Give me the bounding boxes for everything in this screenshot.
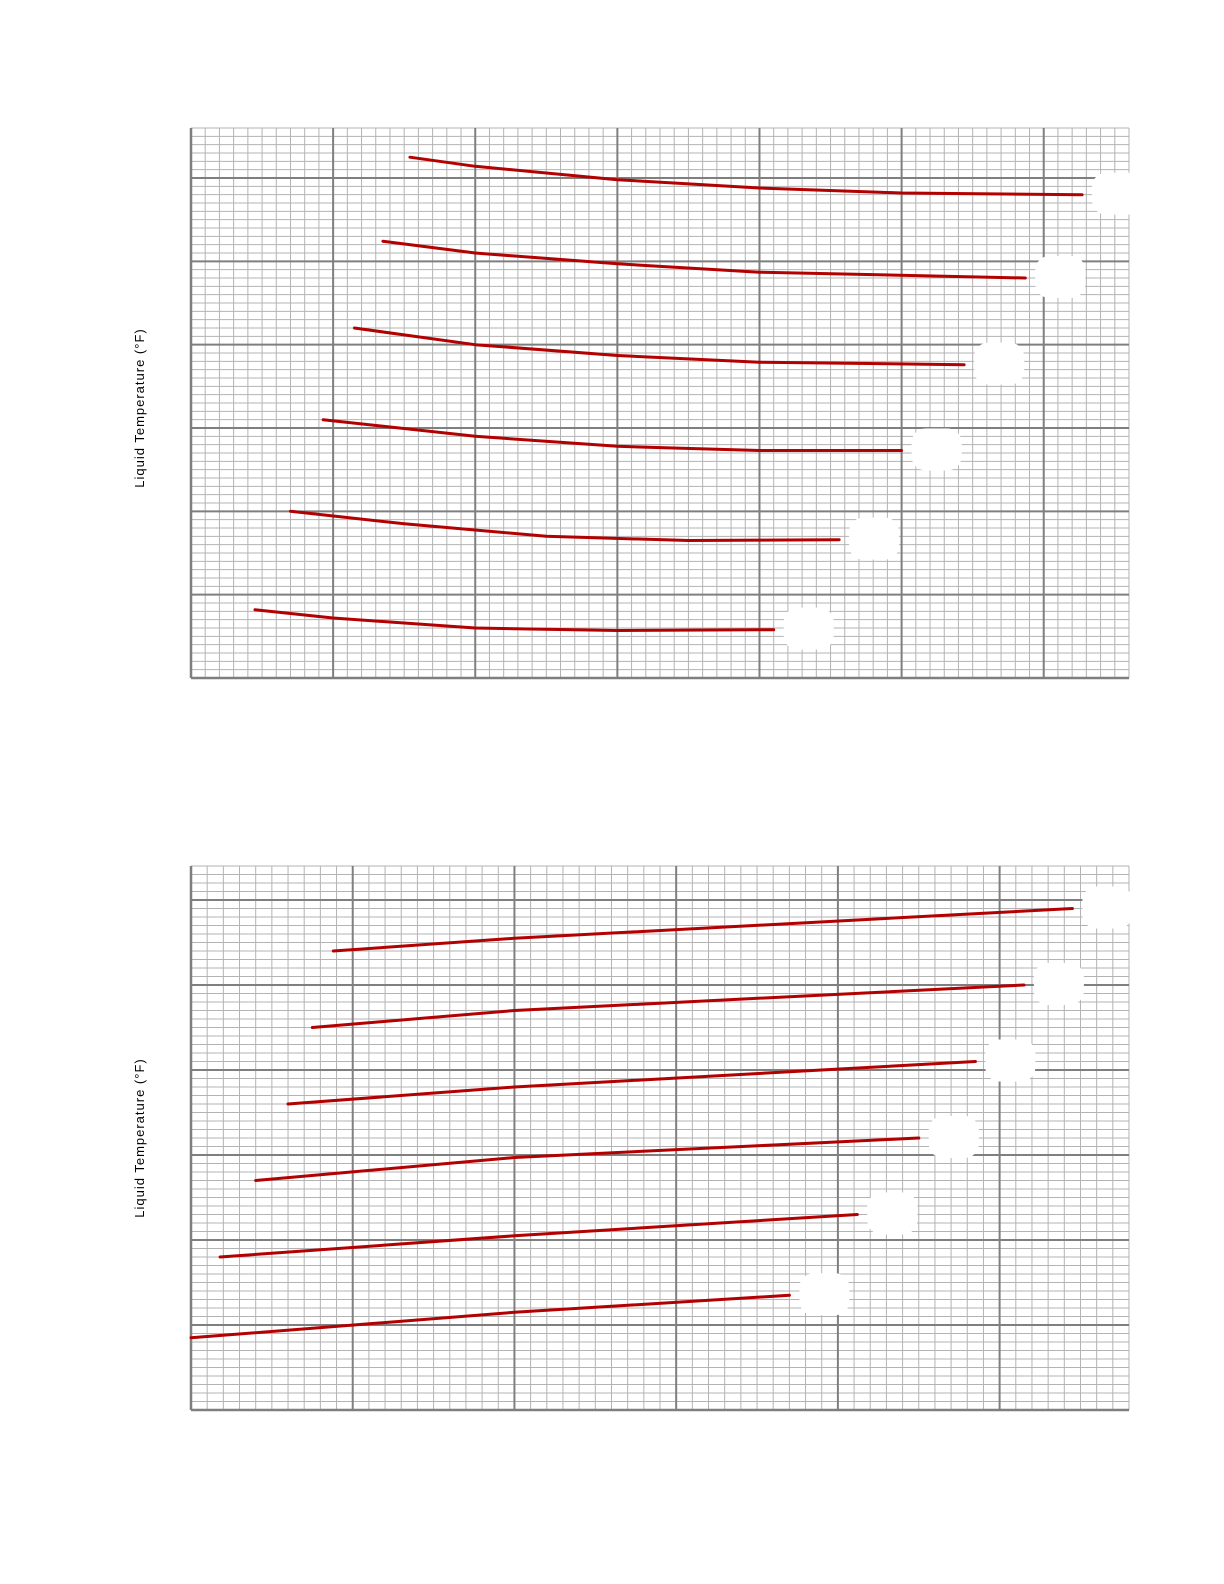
minor-grid (190, 865, 1130, 1411)
series-label-mask-4 (985, 1039, 1036, 1082)
series-label-mask-5 (1033, 963, 1084, 1005)
series-line-3 (254, 1136, 921, 1182)
series-label-mask-1 (799, 1273, 850, 1316)
series-line-4 (286, 1060, 977, 1106)
chart-bottom: Liquid Temperature (°F) (132, 865, 1133, 1412)
series-label-mask-6 (1082, 886, 1133, 929)
series-line-4 (352, 326, 966, 367)
series-label-mask-5 (1035, 256, 1086, 298)
series-label-mask-6 (1092, 172, 1143, 215)
minor-grid (190, 127, 1130, 679)
y-axis-label: Liquid Temperature (°F) (132, 1058, 147, 1217)
series-label-mask-3 (911, 428, 962, 471)
series-line-1 (189, 1293, 791, 1340)
series-line-3 (321, 418, 904, 452)
series-line-2 (218, 1213, 859, 1259)
y-axis-label: Liquid Temperature (°F) (132, 328, 147, 487)
series-line-5 (381, 239, 1027, 280)
series-line-5 (310, 983, 1026, 1029)
series-label-mask-1 (783, 607, 834, 650)
series-line-6 (408, 155, 1084, 197)
series-line-2 (289, 509, 841, 542)
series-label-mask-3 (928, 1116, 979, 1158)
series-label-mask-4 (974, 342, 1025, 385)
series-line-6 (331, 907, 1074, 953)
series-label-mask-2 (867, 1192, 918, 1235)
series-line-1 (253, 608, 776, 632)
series-label-mask-2 (849, 517, 900, 560)
chart-top: Liquid Temperature (°F) (132, 127, 1143, 680)
